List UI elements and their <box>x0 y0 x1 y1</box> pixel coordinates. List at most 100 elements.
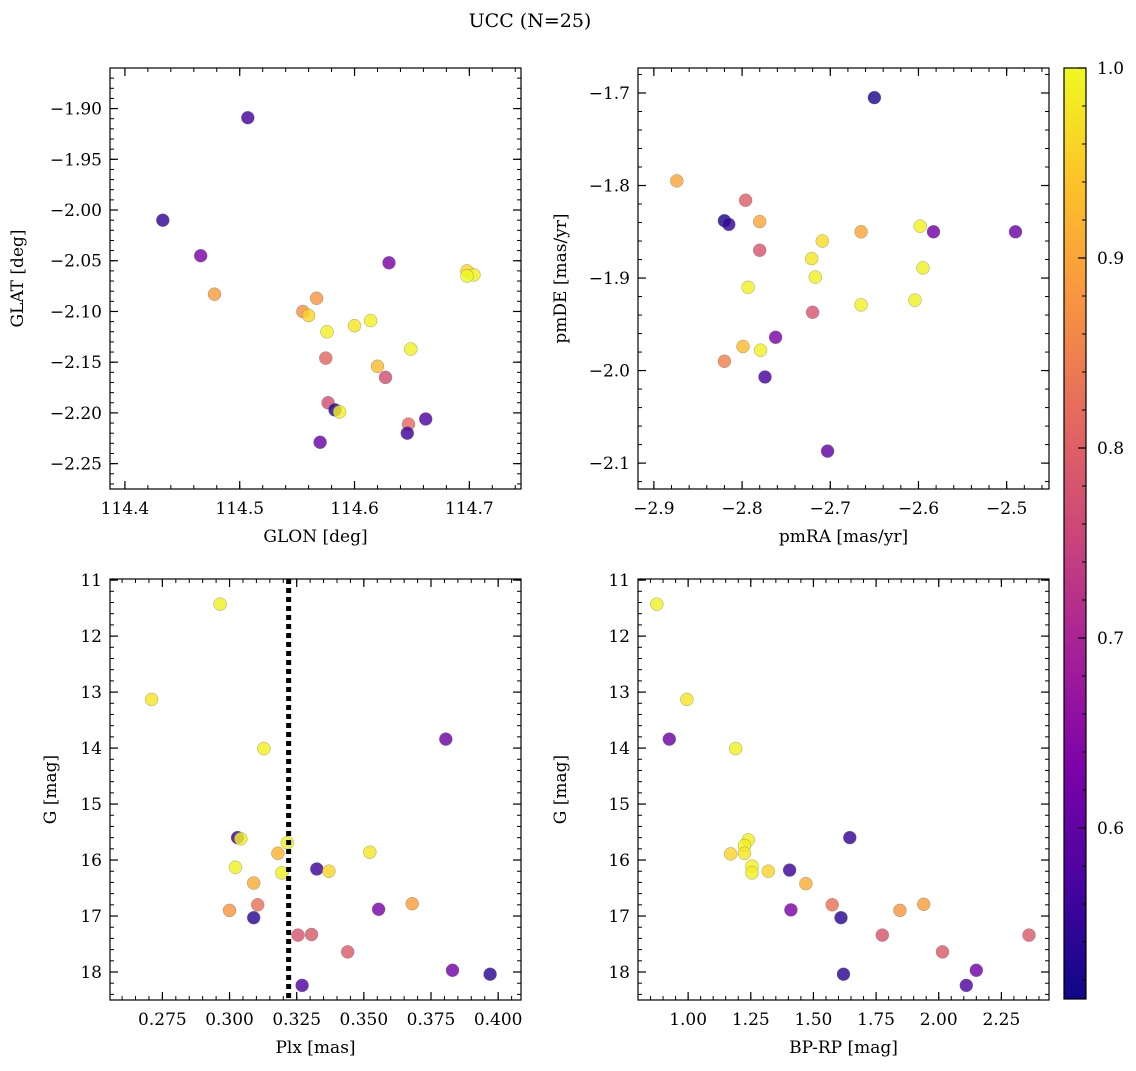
axes-frame <box>109 67 522 490</box>
scatter-point <box>916 897 931 912</box>
scatter-point <box>320 325 334 339</box>
y-tick-label: −2.0 <box>589 362 630 382</box>
colorbar-tick-label: 1.0 <box>1097 59 1124 79</box>
scatter-point <box>405 896 419 911</box>
x-tick-label: 114.4 <box>101 499 150 519</box>
scatter-point <box>445 963 460 978</box>
x-axis-label: Plx [mas] <box>275 1038 355 1058</box>
y-tick-label: 13 <box>608 683 630 703</box>
scatter-point <box>836 967 851 981</box>
scatter-point <box>347 318 362 333</box>
scatter-point <box>843 830 857 845</box>
x-axis-label: BP-RP [mag] <box>789 1038 898 1058</box>
y-tick-label: 16 <box>608 851 630 871</box>
x-tick-label: 0.375 <box>407 1010 456 1030</box>
scatter-point <box>332 405 347 419</box>
scatter-point <box>246 876 261 890</box>
scatter-point <box>959 978 974 993</box>
y-tick-label: 11 <box>80 571 102 591</box>
scatter-point <box>309 291 324 306</box>
scatter-point <box>834 910 848 925</box>
scatter-point <box>804 251 819 266</box>
y-tick-label: −1.8 <box>589 177 630 197</box>
y-tick-label: 12 <box>80 627 102 647</box>
scatter-point <box>854 298 868 312</box>
x-axis-label: GLON [deg] <box>263 527 367 547</box>
scatter-point <box>935 945 950 959</box>
colorbar-tick-label: 0.8 <box>1097 439 1124 459</box>
scatter-point <box>745 866 759 880</box>
scatter-point <box>250 898 265 912</box>
scatter-point <box>400 426 415 440</box>
scatter-point <box>768 330 783 345</box>
scatter-point <box>782 863 797 877</box>
x-tick-label: −2.8 <box>721 499 762 519</box>
scatter-point <box>193 248 208 263</box>
x-axis-label: pmRA [mas/yr] <box>779 527 908 547</box>
scatter-point <box>418 412 433 426</box>
scatter-point <box>319 351 333 365</box>
x-tick-label: 0.400 <box>474 1010 523 1030</box>
x-tick-label: 114.6 <box>330 499 379 519</box>
scatter-point <box>908 293 922 307</box>
scatter-point <box>228 860 243 875</box>
scatter-point <box>340 945 355 959</box>
scatter-point <box>752 243 767 258</box>
colorbar-tick-label: 0.6 <box>1097 819 1124 839</box>
y-tick-label: −2.25 <box>50 455 102 475</box>
scatter-points <box>144 597 497 993</box>
scatter-point <box>404 342 418 356</box>
scatter-points <box>670 90 1023 458</box>
panel-pmra-pmde: −2.9 −2.8 −2.7 −2.6 −2.5 −1.7 −1.8 −1.9 −2.0 −2.1… <box>551 67 1050 547</box>
scatter-point <box>784 903 798 917</box>
x-tick-label: −2.9 <box>633 499 674 519</box>
y-tick-label: 13 <box>80 683 102 703</box>
x-tick-label: 0.325 <box>272 1010 321 1030</box>
scatter-point <box>737 846 752 861</box>
scatter-point <box>723 847 738 861</box>
scatter-point <box>483 967 497 981</box>
scatter-point <box>234 832 248 846</box>
figure-title: UCC (N=25) <box>469 10 592 32</box>
scatter-point <box>371 902 386 917</box>
y-tick-label: −2.10 <box>50 302 102 322</box>
scatter-point <box>246 910 261 925</box>
axes-frame <box>637 578 1050 1001</box>
y-tick-label: 15 <box>608 795 630 815</box>
scatter-point <box>378 370 393 385</box>
scatter-point <box>753 343 768 357</box>
x-tick-label: 2.25 <box>982 1010 1020 1030</box>
y-tick-label: 11 <box>608 571 630 591</box>
scatter-point <box>650 597 664 611</box>
scatter-point <box>222 903 237 918</box>
scatter-point <box>382 256 396 270</box>
scatter-point <box>291 928 305 942</box>
x-tick-label: 1.25 <box>732 1010 770 1030</box>
x-tick-label: 0.275 <box>138 1010 187 1030</box>
y-tick-label: −2.05 <box>50 252 102 272</box>
scatter-point <box>969 963 984 978</box>
y-axis-label: G [mag] <box>551 755 571 824</box>
scatter-point <box>322 864 336 878</box>
x-tick-label: 114.7 <box>445 499 494 519</box>
scatter-point <box>758 370 772 384</box>
scatter-point <box>1022 928 1036 942</box>
scatter-point <box>728 741 743 756</box>
scatter-point <box>722 217 736 232</box>
scatter-point <box>301 308 316 323</box>
scatter-points <box>156 110 481 450</box>
scatter-point <box>799 876 813 891</box>
axes-frame <box>109 578 522 1001</box>
y-axis-label: pmDE [mas/yr] <box>551 213 571 343</box>
colorbar-gradient <box>1063 67 1087 1000</box>
panel-plx-g: 0.275 0.300 0.325 0.350 0.375 0.400 11 12 13 14 15… <box>41 571 523 1058</box>
scatter-point <box>313 435 327 450</box>
scatter-point <box>213 597 227 611</box>
y-tick-label: −2.1 <box>589 454 630 474</box>
scatter-point <box>460 269 474 283</box>
scatter-point <box>820 444 835 458</box>
scatter-point <box>144 692 159 707</box>
y-tick-label: 14 <box>608 739 630 759</box>
